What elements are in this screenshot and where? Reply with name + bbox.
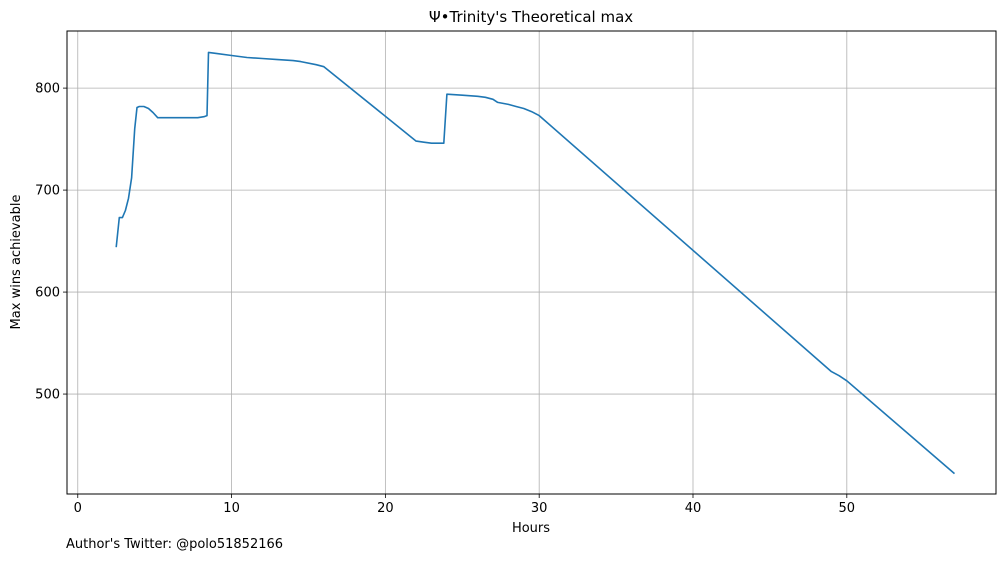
plot-frame bbox=[66, 30, 997, 495]
grid bbox=[67, 31, 996, 494]
series-line bbox=[115, 51, 956, 475]
author-footnote: Author's Twitter: @polo51852166 bbox=[66, 537, 284, 552]
x-axis: 0 10 20 30 40 50 bbox=[74, 494, 855, 516]
y-axis: 500 600 700 800 bbox=[35, 82, 67, 403]
y-axis-label: Max wins achievable bbox=[9, 195, 24, 330]
x-tick-label: 30 bbox=[531, 501, 548, 516]
x-tick-label: 10 bbox=[223, 501, 240, 516]
y-tick-label: 800 bbox=[35, 82, 60, 97]
x-axis-label: Hours bbox=[512, 521, 550, 536]
x-tick-label: 0 bbox=[74, 501, 82, 516]
y-tick-label: 500 bbox=[35, 388, 60, 403]
y-tick-label: 700 bbox=[35, 184, 60, 199]
x-tick-label: 20 bbox=[377, 501, 394, 516]
y-tick-label: 600 bbox=[35, 286, 60, 301]
x-tick-label: 50 bbox=[839, 501, 856, 516]
chart-title: Ψ•Trinity's Theoretical max bbox=[429, 8, 633, 26]
x-tick-label: 40 bbox=[685, 501, 702, 516]
